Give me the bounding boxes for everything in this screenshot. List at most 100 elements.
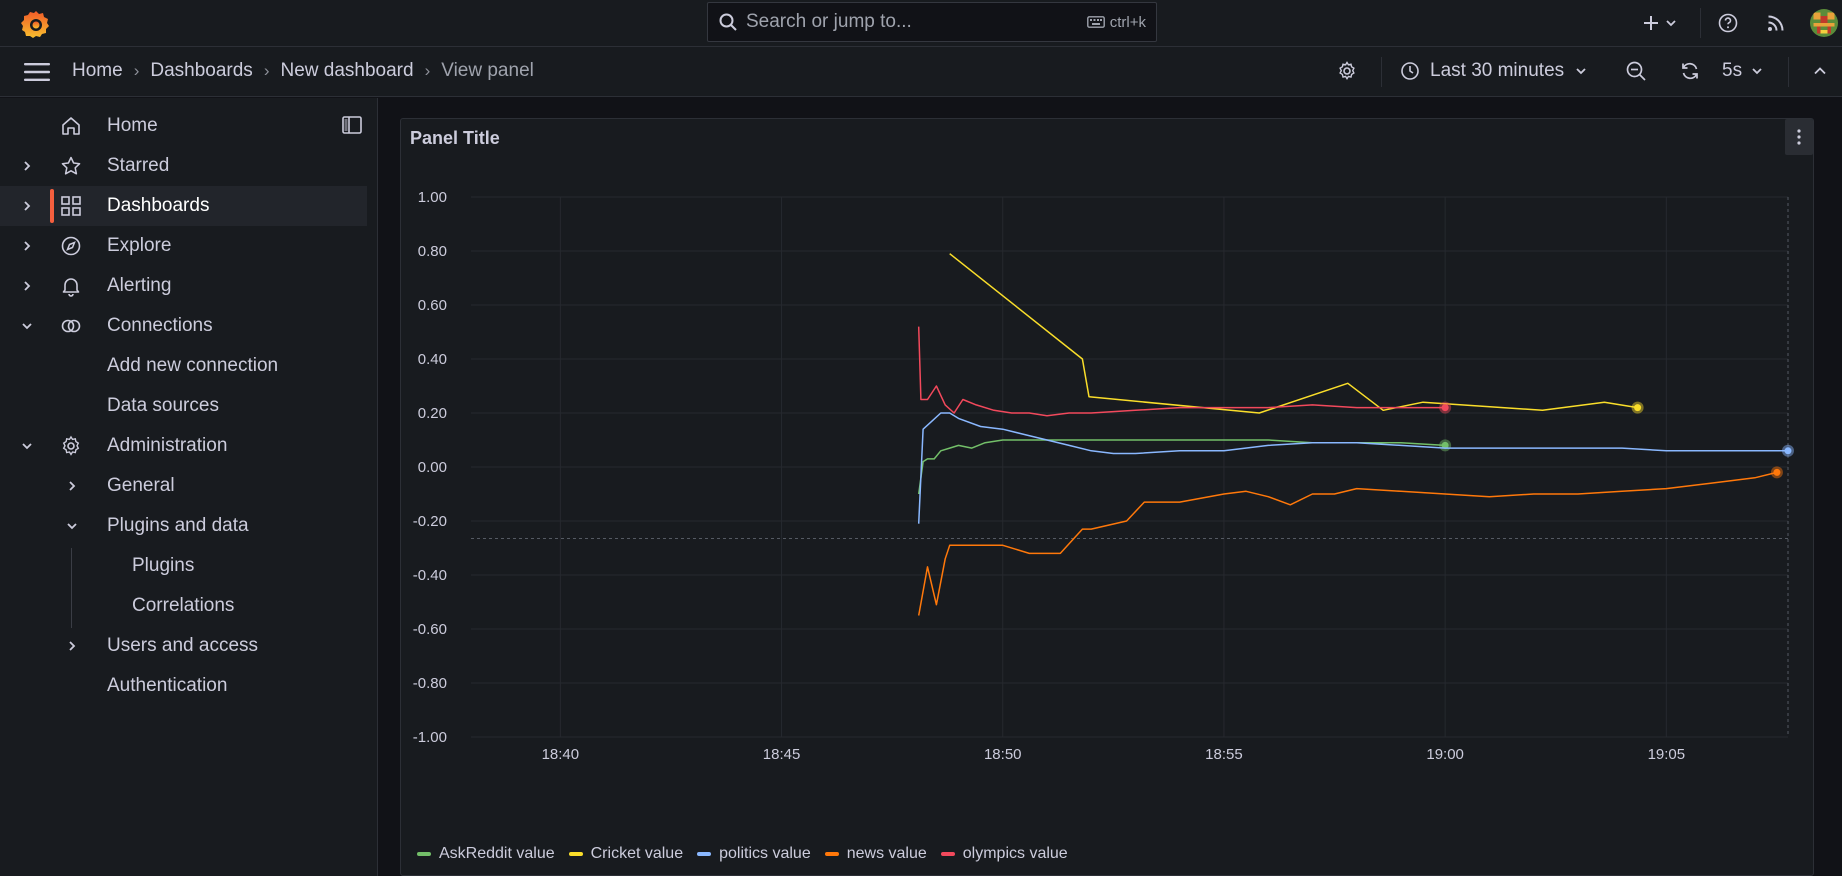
chevron-down-icon[interactable]: [20, 439, 34, 453]
legend-item[interactable]: politics value: [697, 845, 811, 863]
refresh-interval-label: 5s: [1722, 60, 1743, 81]
sidebar-item-label: General: [107, 475, 175, 496]
panel-menu-button[interactable]: [1785, 119, 1813, 155]
breadcrumb-home[interactable]: Home: [72, 60, 123, 81]
clock-icon: [1401, 62, 1419, 80]
collapse-toolbar-button[interactable]: [1812, 47, 1828, 95]
sidebar-item-dashboards[interactable]: Dashboards: [0, 186, 367, 226]
chevron-right-icon[interactable]: [65, 479, 79, 493]
sidebar-item-alerting[interactable]: Alerting: [0, 266, 367, 306]
legend-swatch: [417, 852, 431, 856]
sidebar-item-authentication[interactable]: Authentication: [0, 666, 367, 706]
sidebar-item-administration[interactable]: Administration: [0, 426, 367, 466]
search-icon: [719, 13, 737, 31]
chevron-right-icon[interactable]: [20, 239, 34, 253]
time-range-picker[interactable]: Last 30 minutes: [1400, 47, 1588, 95]
sidebar-item-plugins-and-data[interactable]: Plugins and data: [0, 506, 367, 546]
help-icon: [1718, 13, 1738, 33]
legend-item[interactable]: Cricket value: [568, 845, 684, 863]
legend-swatch: [568, 852, 583, 856]
series-line: [917, 326, 1446, 417]
new-menu-button[interactable]: [1642, 0, 1678, 46]
y-tick-label: 0.00: [418, 459, 447, 476]
grafana-logo-icon[interactable]: [20, 8, 52, 40]
sidebar-item-add-new-connection[interactable]: Add new connection: [0, 346, 367, 386]
tree-guide-line: [71, 548, 72, 628]
sidebar-item-home[interactable]: Home: [0, 106, 367, 146]
breadcrumb-new-dashboard[interactable]: New dashboard: [280, 60, 414, 81]
breadcrumb-dashboards[interactable]: Dashboards: [150, 60, 253, 81]
zoom-out-button[interactable]: [1625, 47, 1647, 95]
menu-icon[interactable]: [24, 62, 50, 82]
x-tick-label: 18:45: [763, 746, 801, 763]
legend-label: olympics value: [962, 845, 1068, 862]
sidebar-item-data-sources[interactable]: Data sources: [0, 386, 367, 426]
chevron-right-icon[interactable]: [20, 199, 34, 213]
rss-icon: [1768, 15, 1784, 31]
chevron-down-icon: [1666, 20, 1676, 27]
x-tick-label: 18:50: [984, 746, 1022, 763]
y-tick-label: 0.20: [418, 405, 447, 422]
cog-icon: [1339, 61, 1355, 81]
avatar-image: [1810, 9, 1838, 37]
legend-swatch: [824, 852, 839, 856]
panel-title[interactable]: Panel Title: [410, 128, 500, 148]
sidebar-item-correlations[interactable]: Correlations: [0, 586, 367, 626]
divider: [1381, 57, 1382, 87]
compass-icon: [61, 236, 81, 256]
help-button[interactable]: [1718, 0, 1738, 46]
chevron-right-icon[interactable]: [20, 159, 34, 173]
legend-label: news value: [846, 845, 927, 862]
apps-icon: [61, 196, 81, 216]
dock-menu-icon[interactable]: [342, 116, 362, 134]
y-tick-label: 1.00: [418, 189, 447, 206]
sidebar-item-general[interactable]: General: [0, 466, 367, 506]
kebab-menu-icon: [1797, 129, 1801, 145]
news-button[interactable]: [1767, 0, 1785, 46]
legend-item[interactable]: olympics value: [940, 845, 1068, 863]
sidebar-item-label: Administration: [107, 435, 228, 456]
sidebar-item-explore[interactable]: Explore: [0, 226, 367, 266]
series-line: [917, 439, 1446, 495]
refresh-button[interactable]: [1680, 47, 1700, 95]
y-tick-label: -0.40: [413, 567, 447, 584]
cog-icon: [62, 435, 80, 456]
chevron-down-icon[interactable]: [20, 319, 34, 333]
panel: Panel Title 1.00 0.80 0.60 0.40 0.20 0.00 -0.2…: [400, 118, 1814, 876]
time-series-chart[interactable]: 1.00 0.80 0.60 0.40 0.20 0.00 -0.20 -0.40 -0.60 -…: [401, 159, 1813, 839]
series-line: [917, 412, 1788, 524]
legend-label: Cricket value: [590, 845, 684, 862]
chevron-right-icon[interactable]: [65, 639, 79, 653]
sidebar-item-connections[interactable]: Connections: [0, 306, 367, 346]
chevron-down-icon: [1576, 68, 1586, 75]
x-tick-label: 18:40: [542, 746, 580, 763]
sidebar-item-label: Data sources: [107, 395, 219, 416]
sidebar-item-label: Home: [107, 115, 158, 136]
refresh-interval-picker[interactable]: 5s: [1722, 47, 1764, 95]
legend-label: politics value: [719, 845, 811, 862]
sidebar-item-plugins[interactable]: Plugins: [0, 546, 367, 586]
sidebar-item-label: Add new connection: [107, 355, 279, 376]
sidebar-item-label: Connections: [107, 315, 213, 336]
search-bar[interactable]: Search or jump to... ctrl+k: [707, 2, 1157, 42]
y-tick-label: -0.80: [413, 675, 447, 692]
star-icon: [61, 156, 81, 175]
chevron-down-icon: [1752, 68, 1762, 75]
legend-label: AskReddit value: [439, 845, 555, 862]
chevron-down-icon[interactable]: [65, 519, 79, 533]
time-range-label: Last 30 minutes: [1430, 60, 1565, 81]
series-end-point: [1634, 404, 1642, 412]
legend-item[interactable]: news value: [824, 845, 927, 863]
dashboard-settings-button[interactable]: [1337, 47, 1357, 95]
legend-item[interactable]: AskReddit value: [417, 845, 555, 863]
sidebar-item-starred[interactable]: Starred: [0, 146, 367, 186]
sidebar-item-users-and-access[interactable]: Users and access: [0, 626, 367, 666]
bell-icon: [62, 278, 80, 297]
chevron-right-icon[interactable]: [20, 279, 34, 293]
chevron-right-icon: ›: [133, 61, 140, 80]
sidebar-item-label: Users and access: [107, 635, 259, 656]
series-line: [917, 471, 1778, 616]
series-end-point: [1773, 468, 1781, 476]
user-avatar[interactable]: [1810, 9, 1838, 37]
sidebar-item-label: Correlations: [132, 595, 235, 616]
